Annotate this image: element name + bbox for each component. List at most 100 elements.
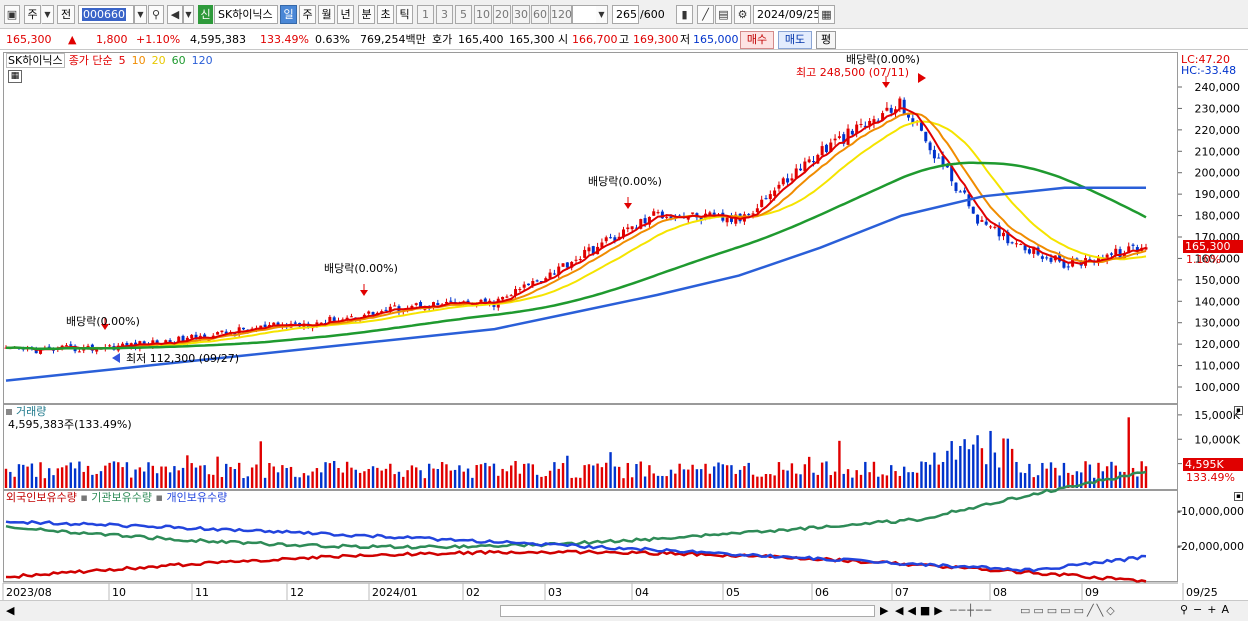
interval-5[interactable]: 5 <box>455 5 472 24</box>
candle-body <box>436 303 440 306</box>
candle-body <box>242 327 245 330</box>
candle-body <box>941 156 945 167</box>
count-input[interactable]: 265 <box>612 5 639 24</box>
interval-10[interactable]: 10 <box>474 5 492 24</box>
volume-bar <box>194 467 198 488</box>
candle-body <box>548 272 552 279</box>
interval-60[interactable]: 60 <box>531 5 549 24</box>
scroll-thumb[interactable] <box>500 605 875 617</box>
candle-body <box>881 113 885 121</box>
stock-code-input[interactable]: 000660 <box>78 5 134 24</box>
interval-30[interactable]: 30 <box>512 5 530 24</box>
dividend-annotation-1: 배당락(0.00%) <box>66 315 140 328</box>
window-icon[interactable]: ▣ <box>4 5 20 24</box>
current-price-tag: 165,300 <box>1183 240 1243 253</box>
volume-bar <box>738 469 742 488</box>
speaker-icon[interactable]: ◀ <box>167 5 183 24</box>
volume-bar <box>9 471 12 488</box>
interval-1[interactable]: 1 <box>417 5 434 24</box>
volume-panel-close-icon[interactable]: ▪ <box>1234 406 1243 415</box>
period-week[interactable]: 주 <box>299 5 316 24</box>
volume-bar <box>233 469 237 488</box>
scroll-left-icon[interactable]: ◀ <box>6 604 15 617</box>
candle-body <box>419 302 423 309</box>
volume-bar <box>160 466 163 488</box>
candle-body <box>639 219 643 229</box>
period-year[interactable]: 년 <box>337 5 354 24</box>
eval-button[interactable]: 평 <box>816 31 836 49</box>
volume-bar <box>203 465 206 488</box>
volume-bar <box>859 474 863 488</box>
price-panel <box>3 52 1178 404</box>
calculator-icon[interactable]: ▦ <box>8 70 22 83</box>
volume-bar <box>17 464 21 488</box>
price-tick-label: 140,000 <box>1195 295 1241 308</box>
volume-bar <box>315 468 319 488</box>
period-tick[interactable]: 틱 <box>396 5 413 24</box>
candle-body <box>332 317 336 324</box>
candle-body <box>777 184 781 189</box>
candle-body <box>69 344 73 346</box>
x-axis-label: 02 <box>466 586 480 599</box>
date-input[interactable]: 2024/09/25 <box>753 5 820 24</box>
volume-bar <box>855 470 858 488</box>
save-icon[interactable]: ▤ <box>715 5 732 24</box>
volume-bar <box>687 469 690 488</box>
interval-dropdown-icon[interactable]: ▼ <box>596 5 608 24</box>
period-month[interactable]: 월 <box>318 5 335 24</box>
scroll-bar[interactable]: ◀ ▶ ◀◀■▶ ──┼── ▭▭▭▭▭╱╲◇ ⚲−+A <box>0 600 1248 621</box>
chevron-down-icon[interactable]: ▼ <box>42 5 54 24</box>
volume-bar <box>924 462 927 488</box>
legend-stock-name: SK하이닉스 <box>6 53 65 68</box>
buy-button[interactable]: 매수 <box>740 31 774 49</box>
candle-body <box>393 305 397 307</box>
interval-3[interactable]: 3 <box>436 5 453 24</box>
volume-bar <box>967 449 971 488</box>
scroll-right-icon[interactable]: ▶ <box>880 604 889 617</box>
candle-body <box>712 212 716 215</box>
volume-bar <box>838 440 841 488</box>
prev-button[interactable]: 전 <box>57 5 75 24</box>
stock-type-select[interactable]: 주 <box>24 5 41 24</box>
volume-bar <box>384 468 388 488</box>
low-marker-icon <box>112 353 120 363</box>
candle-body <box>647 216 651 225</box>
holding-panel-close-icon[interactable]: ▪ <box>1234 492 1243 501</box>
speaker-dropdown-icon[interactable]: ▼ <box>183 5 194 24</box>
price-change-pct: +1.10% <box>136 33 181 46</box>
volume-bar <box>276 472 280 488</box>
candle-body <box>665 216 669 218</box>
candle-body <box>535 280 539 282</box>
candle-body <box>423 308 427 310</box>
volume-bar <box>812 472 815 488</box>
code-dropdown-icon[interactable]: ▼ <box>134 5 147 24</box>
sell-button[interactable]: 매도 <box>778 31 812 49</box>
interval-20[interactable]: 20 <box>493 5 511 24</box>
volume-bar <box>298 477 301 488</box>
period-day[interactable]: 일 <box>280 5 297 24</box>
volume-title: 거래량 <box>6 405 46 419</box>
zoom-controls[interactable]: ⚲−+A <box>1180 603 1235 616</box>
candle-body <box>108 345 112 347</box>
playback-controls[interactable]: ◀◀■▶ <box>895 604 947 617</box>
period-second[interactable]: 초 <box>377 5 394 24</box>
line-tool-icon[interactable]: ╱ <box>697 5 714 24</box>
volume-bar <box>630 477 634 488</box>
calendar-icon[interactable]: ▦ <box>818 5 835 24</box>
zoom-slider-icon[interactable]: ──┼── <box>950 604 994 617</box>
interval-120[interactable]: 120 <box>550 5 572 24</box>
view-tools-icons[interactable]: ▭▭▭▭▭╱╲◇ <box>1020 604 1118 617</box>
bar-chart-icon[interactable]: ▮ <box>676 5 693 24</box>
dividend-annotation-3: 배당락(0.00%) <box>588 175 662 188</box>
candle-body <box>907 113 910 118</box>
candle-body <box>976 214 980 224</box>
period-minute[interactable]: 분 <box>358 5 375 24</box>
x-axis-label: 05 <box>726 586 740 599</box>
volume-bar <box>142 471 146 488</box>
volume-bar <box>954 459 958 488</box>
search-icon[interactable]: ⚲ <box>148 5 164 24</box>
volume-value: 4,595,383 <box>190 33 246 46</box>
gear-icon[interactable]: ⚙ <box>734 5 751 24</box>
candle-body <box>194 334 198 340</box>
holding-tick-label: -20,000,000 <box>1177 540 1244 553</box>
